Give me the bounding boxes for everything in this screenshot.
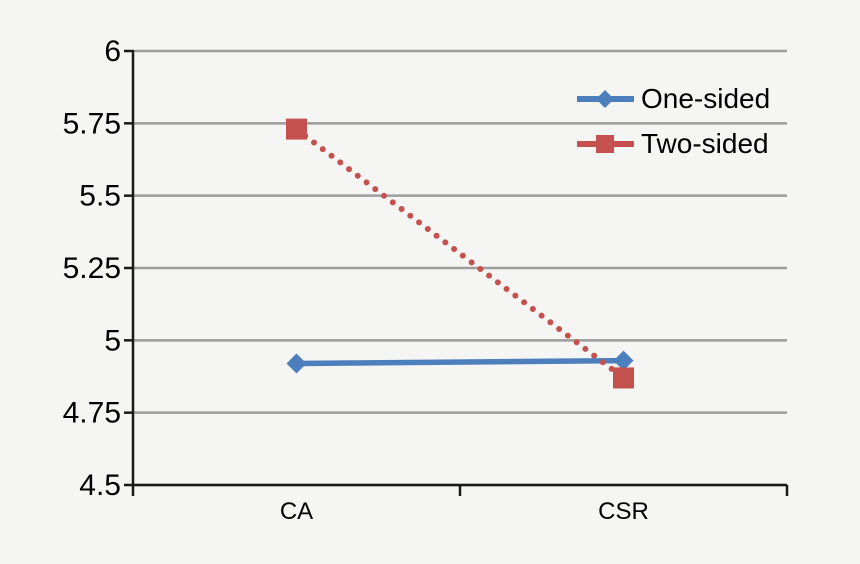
y-axis-tick-label: 6 bbox=[104, 35, 121, 68]
x-axis-category-label: CSR bbox=[598, 498, 649, 525]
y-axis-tick-label: 5 bbox=[104, 324, 121, 357]
y-axis-tick-label: 4.75 bbox=[63, 397, 121, 430]
marker-two-sided-ca bbox=[286, 118, 307, 140]
marker-two-sided-csr bbox=[613, 367, 634, 389]
marker-one-sided-ca bbox=[286, 353, 307, 374]
legend-item-two-sided: Two-sided bbox=[577, 121, 770, 166]
legend-label-two-sided: Two-sided bbox=[641, 127, 769, 159]
legend-label-one-sided: One-sided bbox=[641, 82, 771, 114]
y-axis-tick-label: 4.5 bbox=[79, 469, 121, 502]
x-axis-category-label: CA bbox=[280, 498, 313, 525]
legend-item-one-sided: One-sided bbox=[577, 76, 770, 121]
legend-marker bbox=[596, 134, 614, 153]
chart-legend: One-sided Two-sided bbox=[577, 76, 770, 166]
series-line-two-sided bbox=[293, 126, 627, 381]
y-axis-tick-label: 5.75 bbox=[63, 107, 121, 140]
y-axis-tick-label: 5.5 bbox=[79, 180, 121, 213]
one-sided-line-diamond-icon bbox=[577, 89, 634, 108]
legend-marker bbox=[596, 89, 614, 108]
series-line-one-sided bbox=[293, 357, 627, 367]
two-sided-line-square-icon bbox=[577, 134, 634, 153]
marker-one-sided-csr bbox=[613, 350, 634, 371]
y-axis-tick-label: 5.25 bbox=[63, 252, 121, 285]
